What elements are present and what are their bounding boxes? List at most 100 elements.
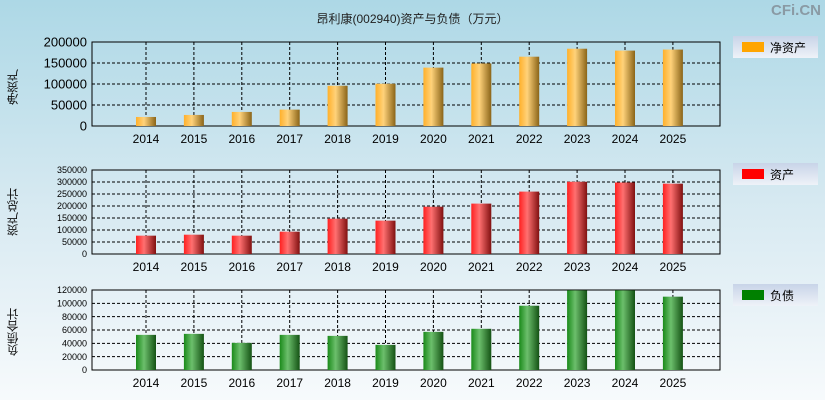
bar-2020 bbox=[423, 67, 444, 126]
legend-swatch bbox=[742, 169, 764, 179]
y-tick-label: 200000 bbox=[57, 201, 87, 211]
y-tick-label: 200000 bbox=[44, 35, 87, 50]
bar-2022 bbox=[519, 191, 540, 254]
bar-2018 bbox=[327, 218, 348, 254]
bar-2015 bbox=[183, 234, 204, 254]
bar-2019 bbox=[375, 220, 396, 254]
bar-2021 bbox=[471, 203, 492, 254]
bar-2016 bbox=[231, 235, 252, 254]
legend-label: 净资产 bbox=[770, 40, 807, 55]
x-tick-label: 2018 bbox=[324, 376, 351, 390]
legend-swatch bbox=[742, 42, 764, 52]
legend-label: 资产 bbox=[770, 167, 795, 182]
y-tick-label: 250000 bbox=[57, 189, 87, 199]
bar-2022 bbox=[519, 305, 540, 370]
x-tick-label: 2025 bbox=[660, 376, 687, 390]
x-tick-label: 2025 bbox=[660, 132, 687, 146]
legend-label: 负债 bbox=[770, 288, 795, 303]
bar-2015 bbox=[183, 114, 204, 126]
x-tick-label: 2021 bbox=[468, 132, 495, 146]
x-tick-label: 2019 bbox=[372, 260, 399, 274]
bar-2024 bbox=[615, 182, 635, 254]
bar-2022 bbox=[519, 56, 540, 127]
x-tick-label: 2017 bbox=[276, 260, 303, 274]
plot-frame bbox=[91, 289, 721, 371]
x-tick-label: 2024 bbox=[612, 260, 639, 274]
y-tick-label: 50000 bbox=[62, 237, 87, 247]
y-tick-label: 0 bbox=[82, 365, 87, 375]
x-tick-label: 2021 bbox=[468, 260, 495, 274]
x-tick-label: 2023 bbox=[564, 132, 591, 146]
y-tick-label: 40000 bbox=[62, 338, 87, 348]
bar-2017 bbox=[279, 231, 300, 254]
x-tick-label: 2017 bbox=[276, 376, 303, 390]
bar-2019 bbox=[375, 344, 396, 370]
x-tick-label: 2025 bbox=[660, 260, 687, 274]
y-tick-label: 300000 bbox=[57, 177, 87, 187]
y-tick-label: 80000 bbox=[62, 312, 87, 322]
bar-2017 bbox=[279, 334, 300, 370]
x-tick-label: 2016 bbox=[228, 132, 255, 146]
bar-2021 bbox=[471, 63, 492, 126]
y-tick-label: 0 bbox=[80, 119, 87, 134]
y-tick-label: 100000 bbox=[57, 225, 87, 235]
y-tick-label: 150000 bbox=[44, 56, 87, 71]
x-tick-label: 2015 bbox=[181, 132, 208, 146]
y-tick-label: 60000 bbox=[62, 325, 87, 335]
y-tick-label: 100000 bbox=[57, 298, 87, 308]
x-tick-label: 2018 bbox=[324, 132, 351, 146]
x-tick-label: 2014 bbox=[133, 132, 160, 146]
x-tick-label: 2020 bbox=[420, 132, 447, 146]
bar-2025 bbox=[662, 49, 683, 127]
bar-2014 bbox=[136, 116, 156, 126]
x-tick-label: 2024 bbox=[612, 376, 639, 390]
bar-2016 bbox=[231, 111, 252, 126]
chart-title: 昂利康(002940)资产与负债（万元） bbox=[316, 12, 509, 26]
bar-2025 bbox=[662, 183, 683, 254]
legend-net-assets: 净资产 bbox=[733, 36, 818, 58]
legend-assets: 资产 bbox=[733, 163, 818, 185]
x-tick-label: 2016 bbox=[228, 260, 255, 274]
x-tick-label: 2018 bbox=[324, 260, 351, 274]
x-tick-label: 2021 bbox=[468, 376, 495, 390]
bar-2023 bbox=[567, 290, 588, 370]
x-tick-label: 2023 bbox=[564, 260, 591, 274]
bar-2017 bbox=[279, 109, 300, 126]
bar-2014 bbox=[136, 334, 156, 370]
bar-2016 bbox=[231, 342, 252, 370]
y-tick-label: 150000 bbox=[57, 213, 87, 223]
x-tick-label: 2014 bbox=[133, 260, 160, 274]
x-tick-label: 2022 bbox=[516, 260, 543, 274]
bar-2018 bbox=[327, 85, 348, 126]
y-tick-label: 20000 bbox=[62, 352, 87, 362]
y-tick-label: 50000 bbox=[51, 98, 87, 113]
x-tick-label: 2017 bbox=[276, 132, 303, 146]
bar-2019 bbox=[375, 83, 396, 126]
y-tick-label: 120000 bbox=[57, 285, 87, 295]
bar-2023 bbox=[567, 48, 588, 126]
legend-swatch bbox=[742, 290, 764, 300]
bar-2021 bbox=[471, 328, 492, 370]
y-tick-label: 100000 bbox=[44, 77, 87, 92]
bar-2018 bbox=[327, 335, 348, 370]
bar-2015 bbox=[183, 333, 204, 370]
y-tick-label: 350000 bbox=[57, 165, 87, 175]
x-tick-label: 2019 bbox=[372, 376, 399, 390]
x-tick-label: 2022 bbox=[516, 132, 543, 146]
y-tick-label: 0 bbox=[82, 249, 87, 259]
x-tick-label: 2014 bbox=[133, 376, 160, 390]
cfi-logo: CFi.CN bbox=[771, 2, 821, 19]
x-tick-label: 2020 bbox=[420, 376, 447, 390]
x-tick-label: 2024 bbox=[612, 132, 639, 146]
x-tick-label: 2015 bbox=[181, 376, 208, 390]
bar-2025 bbox=[662, 296, 683, 370]
bar-2024 bbox=[615, 290, 635, 370]
plot-frame bbox=[91, 169, 721, 255]
bar-2020 bbox=[423, 331, 444, 370]
legend-liabilities: 负债 bbox=[733, 284, 818, 306]
plot-frame bbox=[91, 41, 721, 127]
x-tick-label: 2015 bbox=[181, 260, 208, 274]
x-tick-label: 2022 bbox=[516, 376, 543, 390]
x-tick-label: 2020 bbox=[420, 260, 447, 274]
x-tick-label: 2016 bbox=[228, 376, 255, 390]
